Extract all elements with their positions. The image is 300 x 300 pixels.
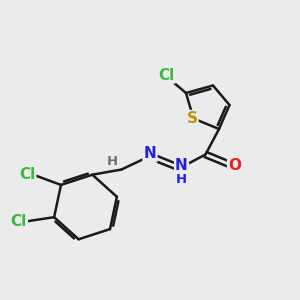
Text: Cl: Cl xyxy=(158,68,175,82)
Text: N: N xyxy=(144,146,156,161)
Text: N: N xyxy=(175,158,188,173)
Text: Cl: Cl xyxy=(11,214,27,229)
Text: H: H xyxy=(176,173,187,186)
Text: Cl: Cl xyxy=(19,167,35,182)
Text: H: H xyxy=(106,154,118,168)
Text: O: O xyxy=(228,158,241,172)
Text: S: S xyxy=(187,111,197,126)
